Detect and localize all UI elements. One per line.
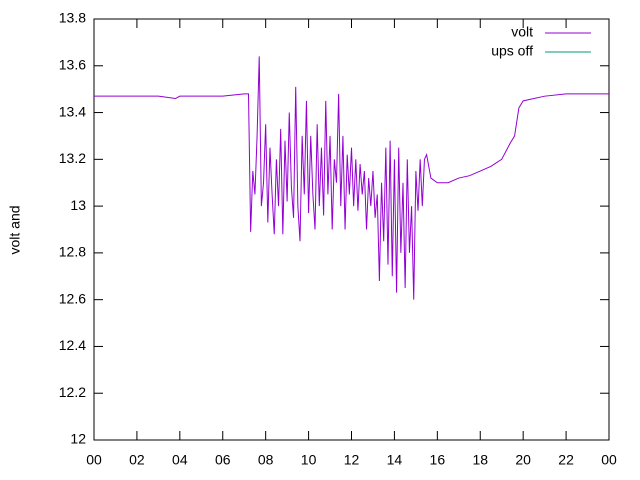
x-tick-label: 10 xyxy=(301,452,317,468)
y-tick-label: 12.4 xyxy=(59,337,86,353)
x-tick-label: 20 xyxy=(515,452,531,468)
y-tick-label: 12 xyxy=(70,431,86,447)
x-tick-label: 14 xyxy=(387,452,403,468)
x-tick-label: 02 xyxy=(129,452,145,468)
y-tick-label: 13.8 xyxy=(59,10,86,26)
y-tick-label: 13.6 xyxy=(59,56,86,72)
legend-label: volt xyxy=(511,24,533,40)
x-tick-label: 06 xyxy=(215,452,231,468)
x-tick-label: 18 xyxy=(472,452,488,468)
x-tick-label: 12 xyxy=(344,452,360,468)
y-tick-label: 13.4 xyxy=(59,103,86,119)
x-tick-label: 00 xyxy=(601,452,617,468)
y-tick-label: 13 xyxy=(70,197,86,213)
y-axis-label: volt and xyxy=(7,205,23,254)
y-tick-label: 12.8 xyxy=(59,244,86,260)
plot-frame xyxy=(93,18,610,441)
legend-label: ups off xyxy=(491,43,533,59)
y-tick-label: 12.2 xyxy=(59,384,86,400)
x-tick-label: 08 xyxy=(258,452,274,468)
x-tick-label: 22 xyxy=(558,452,574,468)
y-tick-label: 13.2 xyxy=(59,150,86,166)
x-tick-label: 16 xyxy=(430,452,446,468)
x-tick-label: 04 xyxy=(172,452,188,468)
y-tick-label: 12.6 xyxy=(59,290,86,306)
series-line xyxy=(94,56,609,300)
x-tick-label: 00 xyxy=(86,452,102,468)
